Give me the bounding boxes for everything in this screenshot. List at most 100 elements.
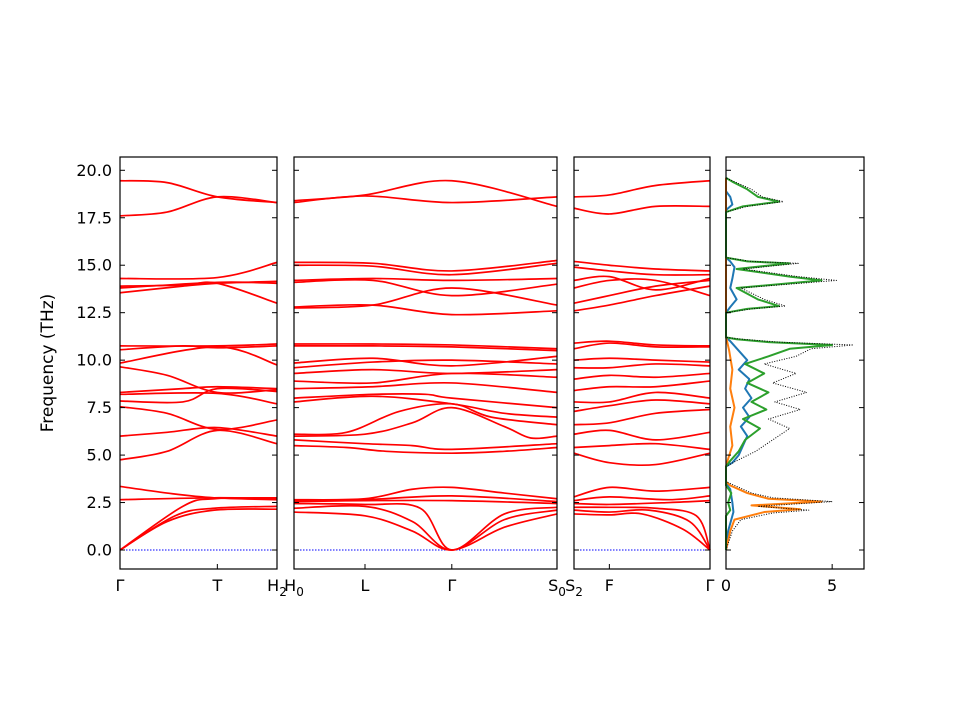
phonon-band	[293, 381, 558, 394]
x-tick-label: Γ	[706, 576, 715, 595]
phonon-band	[119, 195, 278, 217]
phonon-band	[119, 429, 278, 461]
phonon-band	[293, 511, 558, 551]
phonon-band	[119, 426, 278, 437]
phonon-band	[293, 303, 558, 316]
phonon-band	[293, 259, 558, 272]
y-tick-label: 15.0	[76, 256, 112, 275]
panel-frame-4	[725, 156, 865, 570]
phonon-band	[573, 266, 711, 276]
y-tick-label: 0.0	[87, 541, 112, 560]
band-panel-1: Γ T H2 0.0 2.5 5.0 7.5 10.0 12.5 15.0 17.5 20.0	[76, 161, 286, 599]
y-axis-label: Frequency (THz)	[38, 294, 58, 433]
phonon-band	[573, 260, 711, 272]
x-tick-label: L	[361, 576, 370, 595]
x-tick-label: H0	[284, 576, 304, 599]
phonon-band	[573, 452, 711, 467]
phonon-band	[573, 499, 711, 506]
band-panel-2: H0 L Γ S0	[284, 169, 566, 599]
x-tick-label: T	[211, 576, 222, 595]
x-tick-label: S0	[548, 576, 566, 599]
y-tick-label: 7.5	[87, 398, 112, 417]
phonon-band	[119, 505, 278, 551]
phonon-band	[293, 359, 558, 369]
phonon-band	[293, 195, 558, 204]
dos-curve-2	[725, 177, 823, 551]
phonon-band	[573, 363, 711, 369]
phonon-band	[293, 502, 558, 551]
phonon-band	[573, 512, 711, 551]
phonon-band	[573, 486, 711, 498]
phonon-band	[293, 393, 558, 409]
dos-curve-3	[725, 177, 834, 551]
phonon-band	[293, 504, 558, 551]
x-tick-label: 5	[827, 576, 837, 595]
phonon-band	[293, 439, 558, 451]
phonon-band	[573, 357, 711, 363]
phonon-band	[293, 372, 558, 385]
phonon-band	[573, 204, 711, 215]
x-tick-label: S2	[565, 576, 583, 599]
x-tick-label: Γ	[116, 576, 125, 595]
phonon-band	[573, 380, 711, 392]
phonon-band	[573, 372, 711, 380]
phonon-band	[573, 442, 711, 451]
phonon-band	[119, 508, 278, 551]
phonon-band	[573, 399, 711, 413]
phonon-band	[293, 402, 558, 436]
phonon-band	[119, 387, 278, 404]
dos-curve-4	[725, 177, 854, 551]
phonon-band	[293, 287, 558, 309]
y-tick-label: 10.0	[76, 351, 112, 370]
phonon-band	[573, 429, 711, 441]
phonon-band	[293, 179, 558, 208]
phonon-band	[293, 395, 558, 418]
phonon-band	[119, 343, 278, 347]
phonon-band	[293, 355, 558, 367]
x-tick-label: F	[605, 576, 614, 595]
phonon-band	[573, 278, 711, 297]
phonon-band	[119, 281, 278, 304]
panel-frame-3	[573, 156, 711, 570]
phonon-band	[293, 406, 558, 440]
phonon-band	[573, 508, 711, 551]
phonon-band	[293, 277, 558, 282]
y-tick-label: 17.5	[76, 208, 112, 227]
panel-frame-2	[293, 156, 558, 570]
y-tick-label: 20.0	[76, 161, 112, 180]
phonon-band	[119, 405, 278, 431]
phonon-band	[573, 285, 711, 312]
panel-frame-1	[119, 156, 278, 570]
x-tick-label: H2	[267, 576, 287, 599]
phonon-band	[573, 495, 711, 502]
y-tick-label: 5.0	[87, 446, 112, 465]
phonon-band	[293, 278, 558, 297]
phonon-band	[119, 346, 278, 366]
phonon-band	[293, 262, 558, 276]
band-panel-3: S2 F Γ	[565, 169, 715, 599]
phonon-band	[573, 179, 711, 198]
y-tick-label: 2.5	[87, 493, 112, 512]
phonon-band	[573, 279, 711, 305]
phonon-band	[573, 506, 711, 551]
phonon-band	[119, 261, 278, 280]
x-tick-label: 0	[721, 576, 731, 595]
phonon-band	[293, 344, 558, 352]
phonon-band	[573, 391, 711, 404]
phonon-band	[119, 485, 278, 501]
phonon-band	[573, 275, 711, 291]
phonon-band	[573, 342, 711, 350]
phonon-band	[119, 365, 278, 394]
phonon-band	[119, 179, 278, 204]
phonon-band	[119, 392, 278, 405]
phonon-band	[293, 343, 558, 350]
phonon-band	[119, 496, 278, 551]
phonon-band	[293, 444, 558, 455]
y-tick-label: 12.5	[76, 303, 112, 322]
phonon-band	[293, 486, 558, 501]
x-tick-label: Γ	[447, 576, 456, 595]
phonon-band	[573, 340, 711, 347]
phonon-band	[573, 408, 711, 426]
